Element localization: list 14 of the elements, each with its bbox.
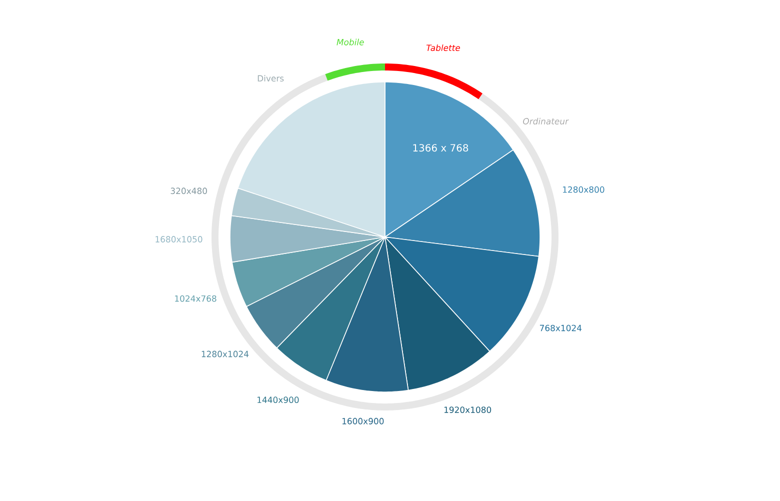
slice-label: 1680x1050: [156, 236, 202, 242]
slice-label: 1280x800: [563, 186, 604, 193]
slice-label: Tablette: [426, 44, 460, 52]
slice-label: 320x480: [170, 188, 207, 194]
slice-label: 1600x900: [342, 418, 384, 424]
slice-label: 1366 x 768: [413, 144, 468, 152]
slice-label: Ordinateur: [523, 118, 569, 124]
slice-label: 1920x1080: [444, 406, 492, 414]
slice-label: Mobile: [336, 38, 364, 46]
slice-label: 1440x900: [258, 396, 299, 404]
slice-label: Divers: [258, 74, 284, 82]
slice-label: 1024x768: [175, 295, 216, 302]
slice-label: 768x1024: [540, 324, 582, 332]
slice-label: 1280x1024: [202, 350, 249, 358]
